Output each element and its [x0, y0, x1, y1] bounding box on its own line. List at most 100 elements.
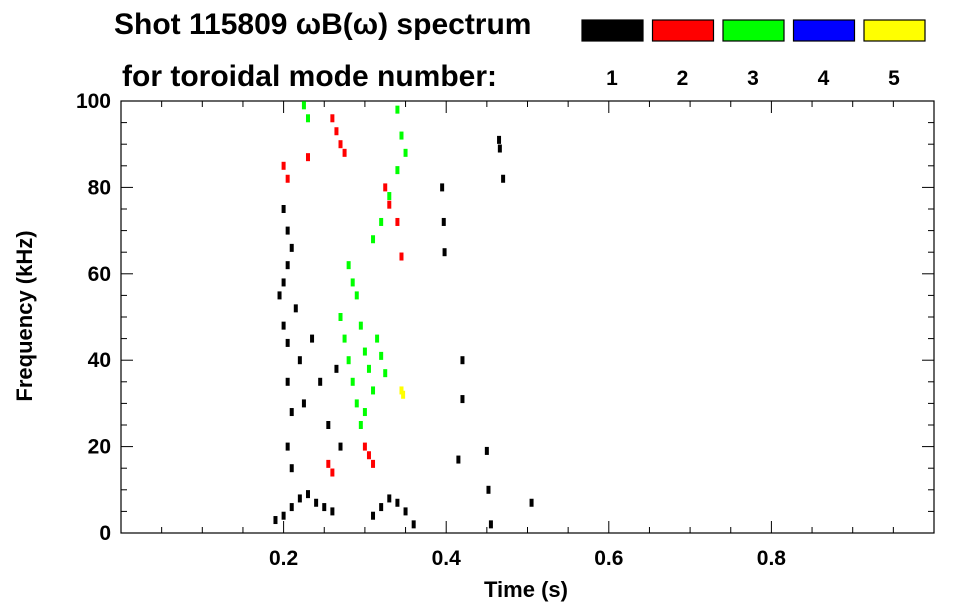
- plot-area: 0.2 0.4 0.6 0.8 0 20 40 60 80 100: [76, 90, 934, 570]
- spectrum-point-mode-2: [330, 114, 334, 122]
- spectrum-point-mode-3: [379, 218, 383, 226]
- spectrum-point-mode-2: [334, 127, 338, 135]
- spectrum-point-mode-2: [306, 153, 310, 161]
- spectrum-point-mode-1: [282, 512, 286, 520]
- spectrum-point-mode-2: [383, 183, 387, 191]
- spectrum-point-mode-3: [387, 192, 391, 200]
- y-tick-label: 0: [99, 522, 111, 545]
- spectrum-point-mode-3: [347, 261, 351, 269]
- legend-label-mode-5: 5: [888, 67, 900, 90]
- spectrum-point-mode-1: [334, 365, 338, 373]
- spectrum-point-mode-1: [371, 512, 375, 520]
- legend-label-mode-2: 2: [677, 67, 689, 90]
- spectrum-point-mode-3: [399, 132, 403, 140]
- legend-swatch-mode-1: [582, 20, 643, 41]
- spectrum-point-mode-3: [395, 106, 399, 114]
- spectrum-point-mode-1: [489, 520, 493, 528]
- spectrum-point-mode-5: [401, 391, 405, 399]
- plot-frame: [121, 101, 934, 533]
- spectrum-point-mode-1: [314, 499, 318, 507]
- spectrum-point-mode-1: [282, 205, 286, 213]
- spectrum-point-mode-1: [404, 507, 408, 515]
- axis-ticks: 0.2 0.4 0.6 0.8 0 20 40 60 80 100: [76, 90, 934, 570]
- spectrum-point-mode-1: [460, 395, 464, 403]
- spectrum-point-mode-1: [443, 248, 447, 256]
- spectrum-point-mode-1: [306, 490, 310, 498]
- spectrum-point-mode-3: [395, 166, 399, 174]
- spectrum-point-mode-2: [395, 218, 399, 226]
- x-tick-label: 0.8: [757, 547, 787, 570]
- legend-swatch-mode-3: [723, 20, 784, 41]
- legend-swatch-mode-4: [794, 20, 855, 41]
- spectrum-point-mode-3: [347, 356, 351, 364]
- spectrum-point-mode-1: [460, 356, 464, 364]
- spectrum-point-mode-1: [498, 145, 502, 153]
- spectrum-point-mode-3: [379, 352, 383, 360]
- y-axis-label: Frequency (kHz): [12, 230, 37, 401]
- spectrum-point-mode-1: [395, 499, 399, 507]
- spectrum-point-mode-2: [326, 460, 330, 468]
- spectrum-point-mode-1: [286, 227, 290, 235]
- y-tick-label: 80: [88, 176, 111, 199]
- spectrum-point-mode-1: [440, 183, 444, 191]
- spectrum-point-mode-2: [371, 460, 375, 468]
- spectrum-point-mode-3: [339, 313, 343, 321]
- legend-label-mode-1: 1: [606, 67, 618, 90]
- spectrum-point-mode-3: [351, 278, 355, 286]
- spectrum-point-mode-1: [286, 339, 290, 347]
- x-tick-label: 0.2: [269, 547, 298, 570]
- spectrum-point-mode-3: [383, 369, 387, 377]
- x-tick-label: 0.6: [594, 547, 623, 570]
- spectrum-point-mode-1: [282, 322, 286, 330]
- spectrum-point-mode-1: [485, 447, 489, 455]
- spectrum-point-mode-3: [359, 322, 363, 330]
- spectrum-point-mode-2: [339, 140, 343, 148]
- spectrum-point-mode-3: [306, 114, 310, 122]
- spectrum-point-mode-1: [379, 503, 383, 511]
- spectrum-point-mode-3: [371, 235, 375, 243]
- spectrum-point-mode-3: [404, 149, 408, 157]
- legend-swatch-mode-2: [653, 20, 714, 41]
- spectrum-point-mode-3: [367, 365, 371, 373]
- spectrum-point-mode-3: [363, 408, 367, 416]
- spectrum-point-mode-1: [286, 378, 290, 386]
- spectrum-point-mode-1: [290, 503, 294, 511]
- spectrum-point-mode-3: [375, 335, 379, 343]
- spectrum-point-mode-3: [359, 421, 363, 429]
- legend-swatch-mode-5: [864, 20, 925, 41]
- spectrum-point-mode-1: [501, 175, 505, 183]
- spectrum-point-mode-3: [371, 386, 375, 394]
- spectrum-point-mode-1: [273, 516, 277, 524]
- spectrum-point-mode-1: [456, 456, 460, 464]
- y-tick-label: 100: [76, 90, 111, 113]
- x-axis-label: Time (s): [484, 577, 568, 602]
- y-tick-label: 40: [88, 349, 111, 372]
- spectrum-point-mode-1: [290, 244, 294, 252]
- spectrum-point-mode-2: [387, 201, 391, 209]
- spectrum-point-mode-3: [302, 101, 306, 109]
- spectrum-point-mode-1: [486, 486, 490, 494]
- mode-legend: 1 2 3 4 5: [582, 20, 925, 90]
- spectrum-point-mode-2: [286, 175, 290, 183]
- spectrum-point-mode-1: [326, 421, 330, 429]
- spectrum-point-mode-1: [412, 520, 416, 528]
- spectrum-point-mode-1: [286, 261, 290, 269]
- spectrum-point-mode-2: [282, 162, 286, 170]
- spectrum-point-mode-1: [318, 378, 322, 386]
- spectrum-point-mode-3: [355, 291, 359, 299]
- spectrum-point-mode-2: [399, 253, 403, 261]
- spectrum-point-mode-1: [278, 291, 282, 299]
- legend-label-mode-3: 3: [747, 67, 759, 90]
- spectrum-point-mode-2: [343, 149, 347, 157]
- spectrum-point-mode-1: [286, 443, 290, 451]
- spectrum-point-mode-1: [497, 136, 501, 144]
- spectrum-point-mode-1: [298, 494, 302, 502]
- spectrum-point-mode-2: [363, 443, 367, 451]
- spectrum-point-mode-1: [282, 278, 286, 286]
- chart-title-line1: Shot 115809 ωB(ω) spectrum: [114, 8, 531, 41]
- legend-label-mode-4: 4: [818, 67, 830, 90]
- spectrum-point-mode-3: [355, 399, 359, 407]
- spectrum-point-mode-3: [351, 378, 355, 386]
- spectrum-point-mode-1: [530, 499, 534, 507]
